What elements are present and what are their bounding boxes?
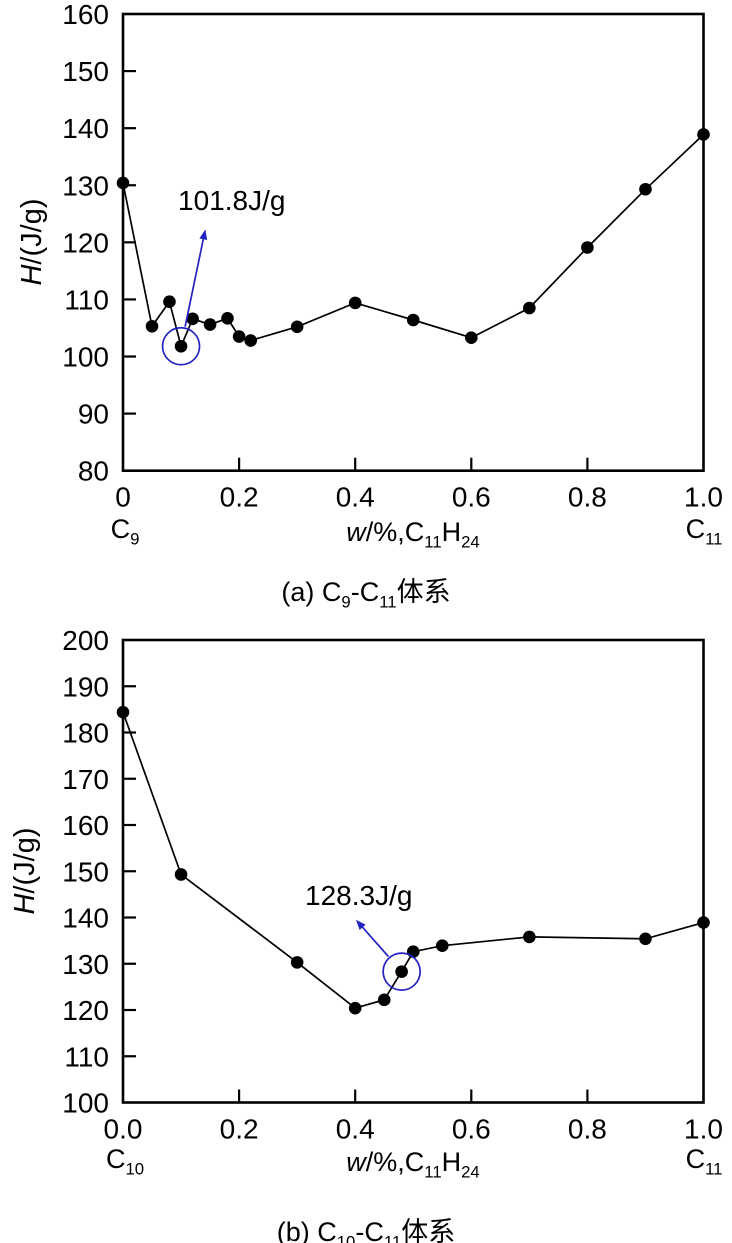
y-tick-label: 160	[62, 810, 109, 841]
y-tick-label: 150	[62, 856, 109, 887]
x-tick-label: 0.8	[568, 1114, 607, 1145]
data-point	[290, 956, 304, 969]
y-tick-label: 100	[62, 342, 109, 373]
data-point	[290, 320, 304, 334]
chart-a-right-endpoint-label: C11	[685, 514, 723, 549]
chart-b-plot: 100 110 120 130 140 150 160 170 180 190 200 0.0 0.2 0…	[62, 625, 723, 1145]
y-title-units: /(J/g)	[16, 198, 48, 265]
x-tick-label: 1.0	[684, 482, 723, 513]
annotation-label: 101.8J/g	[178, 185, 285, 216]
y-tick-label: 140	[62, 113, 109, 144]
y-tick-label: 190	[62, 671, 109, 702]
data-point	[406, 313, 420, 327]
y-title-symbol: H	[9, 893, 41, 915]
x-tick-label: 0.6	[452, 482, 491, 513]
data-point	[697, 128, 710, 141]
data-point	[523, 301, 536, 315]
data-point	[203, 318, 217, 331]
chart-a-plot: 80 90 100 110 120 130 140 150 160 0 0.2 0.4 0.6 0.8 1.…	[62, 0, 723, 513]
data-point	[639, 932, 652, 946]
x-tick-label: 0.4	[336, 482, 375, 513]
data-point	[174, 339, 188, 353]
x-tick-label: 0.4	[336, 1114, 375, 1145]
data-point	[348, 1001, 362, 1015]
y-tick-label: 80	[78, 456, 109, 487]
x-tick-label: 1.0	[684, 1114, 723, 1145]
y-tick-label: 150	[62, 56, 109, 87]
data-point	[581, 241, 594, 254]
y-tick-label: 130	[62, 170, 109, 201]
y-tick-label: 120	[62, 995, 109, 1026]
y-tick-label: 90	[78, 399, 109, 430]
y-title-units: /(J/g)	[9, 827, 41, 894]
plot-frame	[121, 638, 705, 1104]
y-tick-label: 200	[62, 625, 109, 656]
data-point	[116, 176, 130, 190]
data-point	[221, 311, 234, 325]
data-point	[377, 993, 391, 1007]
chart-b-left-endpoint-label: C10	[105, 1144, 145, 1179]
annotation-arrow	[184, 229, 208, 327]
x-tick-label: 0.2	[220, 482, 259, 513]
data-point	[145, 319, 159, 333]
y-tick-label: 130	[62, 949, 109, 980]
chart-b-caption: (b) C10-C11体系	[276, 1217, 456, 1243]
data-point	[465, 331, 478, 344]
y-title-symbol: H	[16, 264, 48, 286]
chart-b-right-endpoint-label: C11	[685, 1144, 723, 1179]
chart-a-block: 80 90 100 110 120 130 140 150 160 0 0.2 0.4 0.6 0.8 1.…	[0, 0, 732, 615]
x-tick-label: 0.2	[220, 1114, 259, 1145]
data-point	[348, 296, 362, 310]
y-tick-label: 120	[62, 227, 109, 258]
highlight-circle	[161, 326, 201, 366]
y-tick-label: 180	[62, 718, 109, 749]
annotation-arrow	[356, 919, 390, 958]
chart-a-caption: (a) C9-C11体系	[281, 577, 451, 612]
x-tick-label: 0.6	[452, 1114, 491, 1145]
y-tick-label: 160	[62, 0, 109, 30]
highlight-circle	[382, 952, 421, 991]
y-tick-label: 110	[64, 284, 109, 315]
data-point	[639, 182, 652, 196]
y-tick-label: 110	[64, 1041, 109, 1072]
y-tick-label: 170	[62, 764, 109, 795]
chart-b-y-axis-title: H/(J/g)	[8, 751, 42, 991]
x-tick-label: 0	[115, 482, 131, 513]
x-tick-label: 0.8	[568, 482, 607, 513]
y-tick-label: 100	[62, 1088, 109, 1119]
data-point	[244, 334, 258, 347]
chart-a-x-axis-title: w/%,C11H24	[346, 517, 480, 552]
data-point	[116, 705, 130, 719]
data-point	[523, 930, 536, 944]
chart-b-x-axis-title: w/%,C11H24	[346, 1147, 480, 1182]
data-point	[395, 965, 408, 978]
chart-b-block: 100 110 120 130 140 150 160 170 180 190 200 0.0 0.2 0…	[0, 615, 732, 1243]
x-tick-label: 0.0	[104, 1114, 143, 1145]
chart-a-y-axis-title: H/(J/g)	[15, 122, 49, 362]
data-point	[697, 916, 710, 929]
data-point	[435, 939, 449, 953]
chart-a-left-endpoint-label: C9	[110, 514, 140, 549]
y-tick-label: 140	[62, 903, 109, 934]
data-line	[122, 711, 704, 1010]
data-point	[163, 295, 176, 309]
annotation-label: 128.3J/g	[305, 880, 412, 911]
data-point	[186, 312, 199, 326]
data-point	[232, 330, 246, 343]
plot-frame	[121, 12, 705, 473]
data-point	[174, 868, 188, 881]
